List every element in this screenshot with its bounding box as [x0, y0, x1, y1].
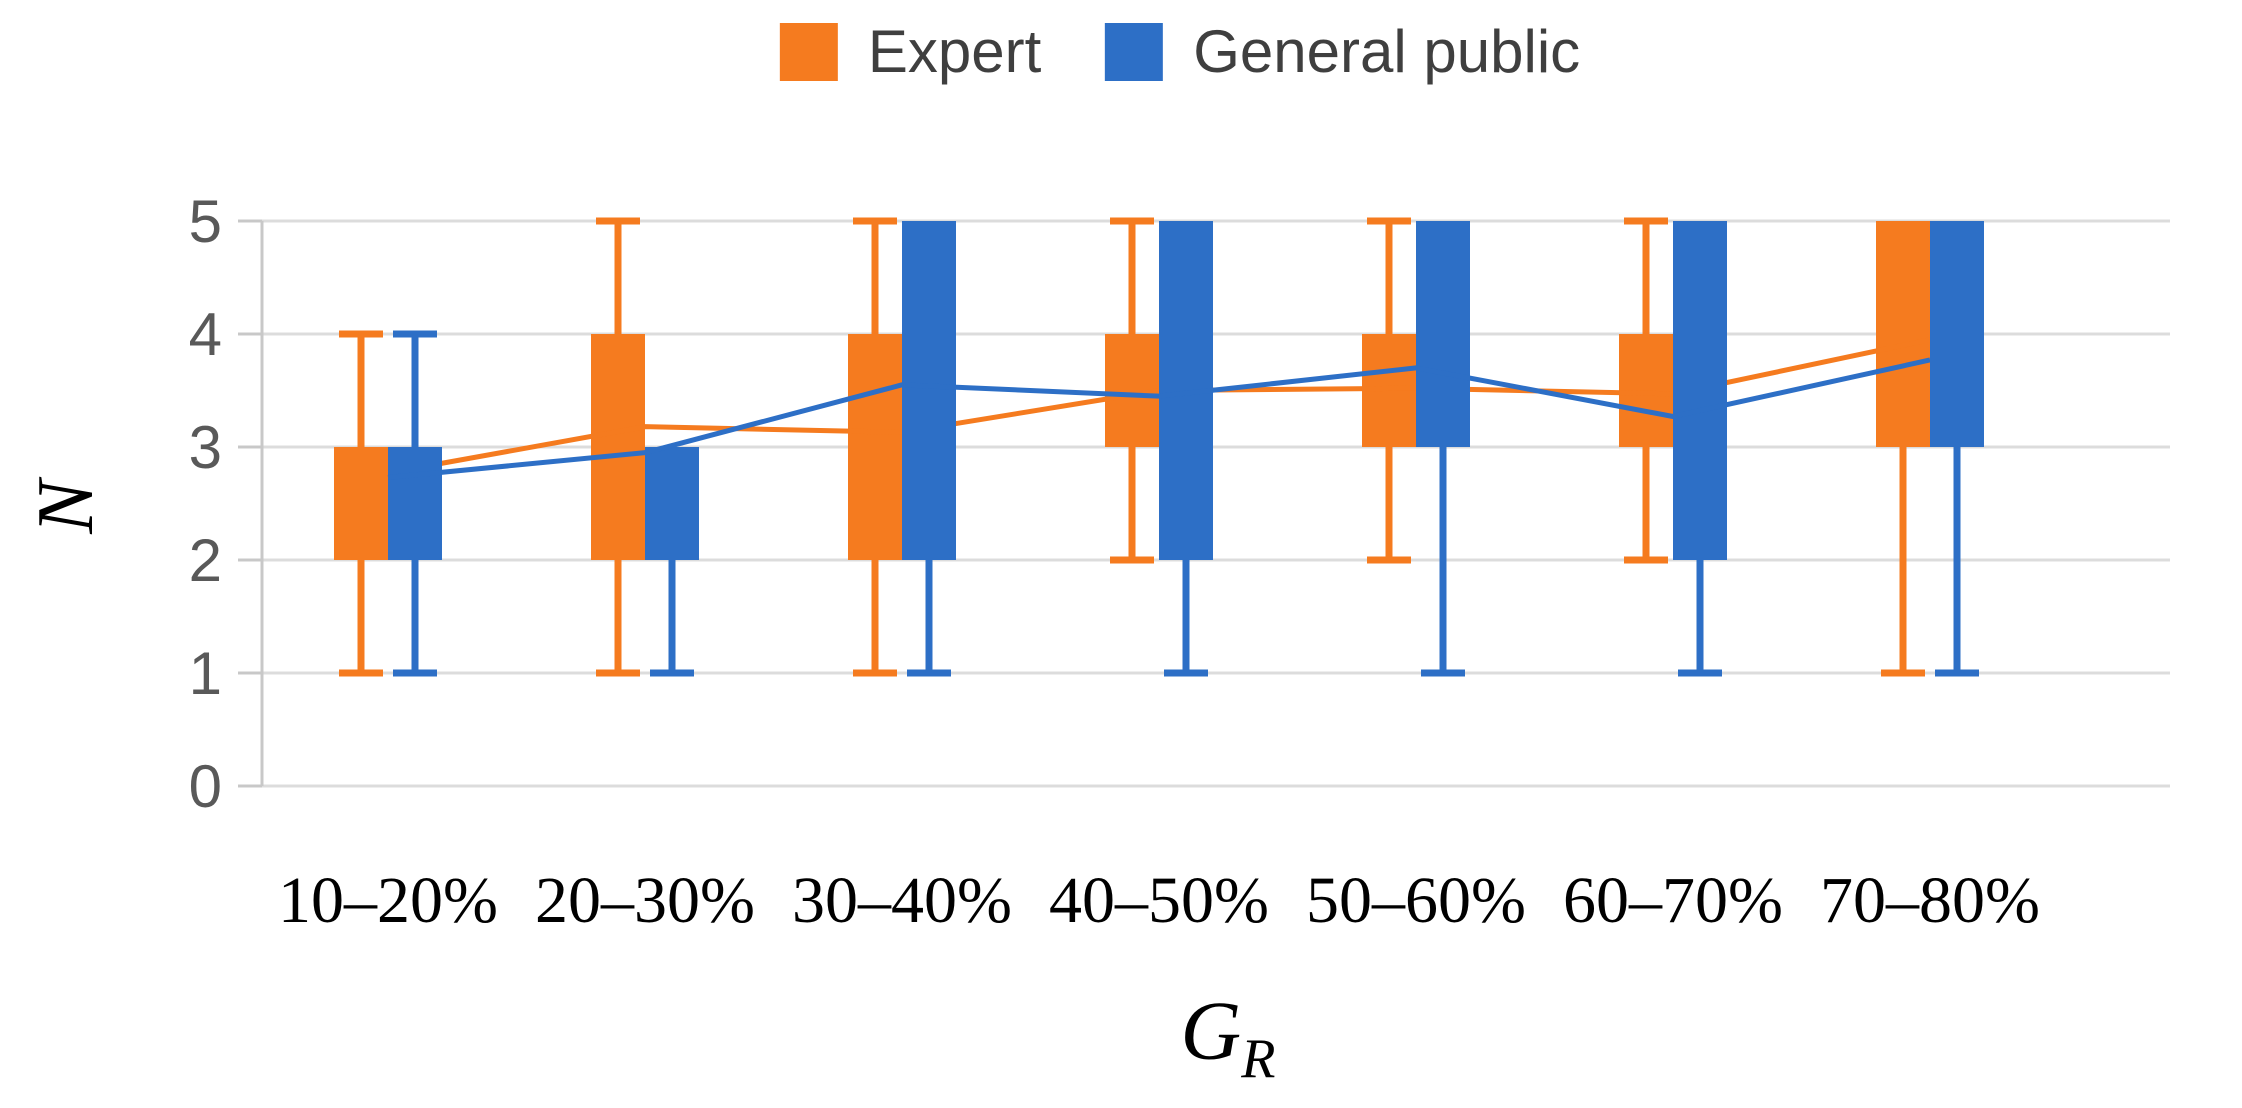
y-tick-label-2: 2: [189, 527, 222, 594]
x-tick-label-3: 30–40%: [792, 864, 1012, 937]
legend-item-general-public: General public: [1105, 22, 1580, 82]
box-General public-3: [902, 221, 956, 560]
x-tick-label-2: 20–30%: [535, 864, 755, 937]
box-General public-5: [1416, 221, 1470, 447]
y-tick-label-0: 0: [189, 753, 222, 820]
expert-color-swatch: [779, 23, 838, 81]
mean-line-General public: [387, 357, 1931, 480]
x-tick-label-6: 60–70%: [1563, 864, 1783, 937]
box-Expert-7: [1876, 221, 1930, 447]
x-axis-title-base: G: [1180, 985, 1242, 1078]
box-General public-2: [645, 447, 699, 560]
y-tick-label-1: 1: [189, 640, 222, 707]
legend: Expert General public: [779, 18, 1580, 85]
x-tick-label-7: 70–80%: [1820, 864, 2040, 937]
x-tick-label-5: 50–60%: [1306, 864, 1526, 937]
box-Expert-3: [848, 334, 902, 560]
box-General public-1: [388, 447, 442, 560]
y-tick-label-4: 4: [189, 301, 222, 368]
x-axis-title: GR: [1181, 990, 1276, 1087]
y-axis-title: N: [22, 480, 110, 534]
y-tick-label-3: 3: [189, 414, 222, 481]
box-Expert-1: [334, 447, 388, 560]
x-axis-title-subscript: R: [1241, 1027, 1276, 1090]
box-Expert-2: [591, 334, 645, 560]
box-General public-7: [1930, 221, 1984, 447]
y-tick-label-5: 5: [189, 188, 222, 255]
expert-legend-label: Expert: [867, 18, 1042, 85]
x-tick-label-4: 40–50%: [1049, 864, 1269, 937]
general-public-legend-label: General public: [1193, 18, 1581, 85]
legend-item-expert: Expert: [779, 18, 1042, 85]
x-tick-label-1: 10–20%: [278, 864, 498, 937]
general-public-color-swatch: [1105, 23, 1164, 81]
box-General public-6: [1673, 221, 1727, 560]
